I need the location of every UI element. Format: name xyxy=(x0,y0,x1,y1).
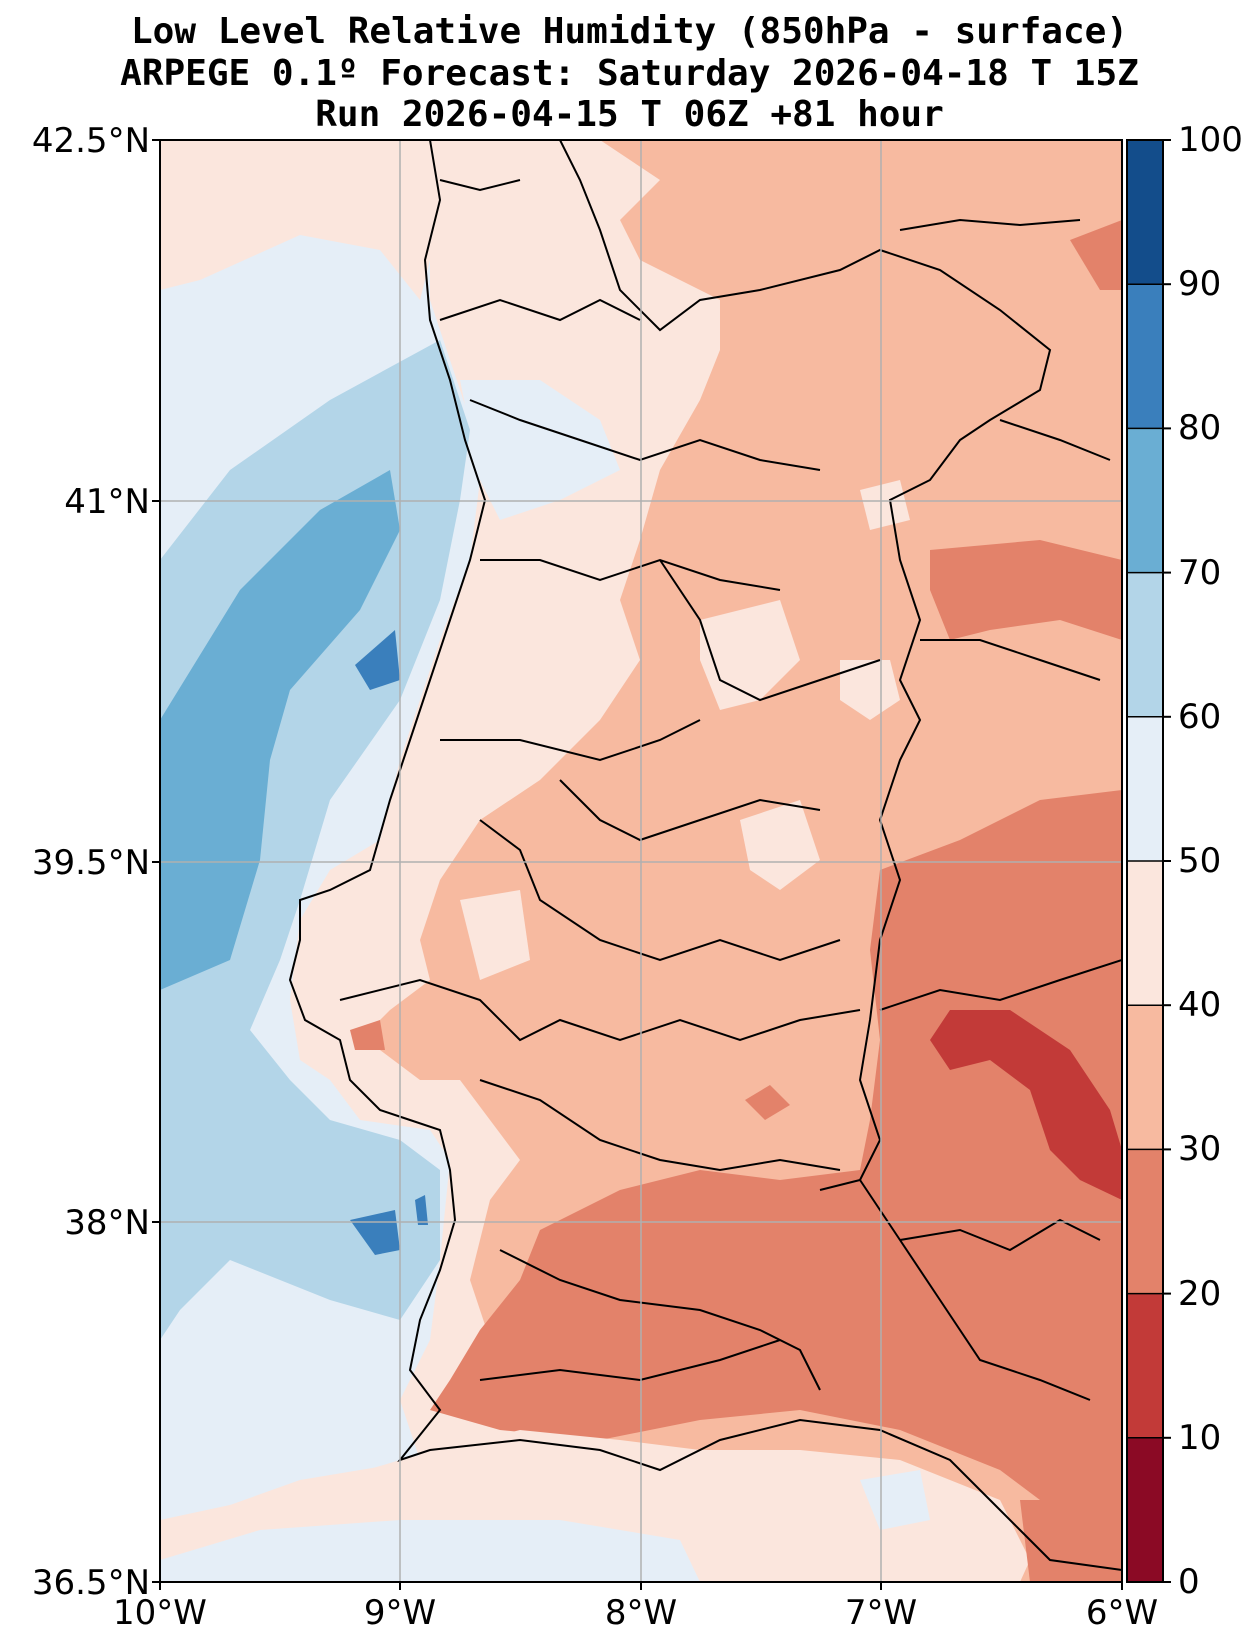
colorbar-band xyxy=(1127,572,1163,718)
colorbar-tick-label: 0 xyxy=(1178,1562,1200,1602)
colorbar-band xyxy=(1127,861,1163,1006)
colorbar-band xyxy=(1127,1149,1163,1295)
lon-label: 8°W xyxy=(604,1593,678,1633)
border-1 xyxy=(439,179,521,192)
colorbar-frame xyxy=(1126,139,1164,1583)
band-20-30-se xyxy=(1020,1500,1122,1582)
colorbar-tick-label: 100 xyxy=(1178,120,1243,160)
border-15 xyxy=(899,1218,1101,1252)
border-8 xyxy=(479,819,841,962)
border-7 xyxy=(559,779,821,842)
coastline-and-borders xyxy=(288,140,1122,1571)
border-9 xyxy=(339,978,861,1042)
lat-label: 42.5°N xyxy=(31,121,150,161)
colorbar-band xyxy=(1127,1293,1163,1439)
lat-label: 38°N xyxy=(64,1203,150,1243)
spain-portugal-border xyxy=(559,140,1052,1191)
band-80-90-patch-1 xyxy=(355,630,400,690)
border-12 xyxy=(859,1179,1091,1401)
colorbar-band xyxy=(1127,284,1163,429)
band-50-60-south xyxy=(160,1520,700,1582)
band-20-30-patch-b xyxy=(350,1020,385,1050)
band-40-50-patch-b xyxy=(840,660,900,720)
band-40-50-patch-e xyxy=(860,480,910,530)
colorbar-band xyxy=(1127,140,1163,285)
colorbar-tick-label: 70 xyxy=(1178,552,1222,593)
lat-label: 39.5°N xyxy=(31,843,150,883)
band-20-30-east-1 xyxy=(930,540,1122,640)
border-11 xyxy=(879,959,1122,1011)
lon-label: 10°W xyxy=(113,1593,207,1633)
band-10-20 xyxy=(930,1010,1122,1200)
band-50-60-porto xyxy=(460,380,620,520)
border-14 xyxy=(479,1339,781,1382)
lon-label: 6°W xyxy=(1085,1593,1159,1633)
border-5 xyxy=(659,559,881,702)
colorbar-band xyxy=(1127,1437,1163,1583)
lat-label: 36.5°N xyxy=(31,1563,150,1603)
colorbar-tick-label: 90 xyxy=(1178,264,1222,305)
band-50-60-patch-south xyxy=(860,1470,930,1530)
colorbar-tick-label: 40 xyxy=(1178,985,1222,1026)
border-13 xyxy=(499,1249,821,1391)
border-3 xyxy=(469,399,821,471)
band-40-50-patch-d xyxy=(460,890,530,980)
band-60-70 xyxy=(160,340,470,1340)
band-70-80 xyxy=(160,470,400,990)
axis-ticks xyxy=(152,139,1123,1590)
colorbar-tick-label: 30 xyxy=(1178,1129,1222,1170)
band-20-30 xyxy=(430,790,1122,1520)
band-80-90-patch-3 xyxy=(415,1195,428,1225)
colorbar-tick-label: 80 xyxy=(1178,408,1222,449)
colorbar-tick-label: 10 xyxy=(1178,1417,1222,1458)
band-40-50-patch-c xyxy=(740,800,820,890)
colorbar-band xyxy=(1127,716,1163,862)
border-4 xyxy=(480,558,781,591)
title-line-1: Low Level Relative Humidity (850hPa - su… xyxy=(131,11,1128,52)
gridlines xyxy=(160,140,1122,1582)
lon-label: 7°W xyxy=(844,1593,918,1633)
portugal-coastline xyxy=(288,140,1122,1571)
colorbar-tick-label: 50 xyxy=(1178,841,1222,881)
border-18 xyxy=(899,218,1081,231)
band-20-30-patch-a xyxy=(745,1085,790,1120)
colorbar-tick-label: 20 xyxy=(1178,1273,1222,1314)
title-line-3: Run 2026-04-15 T 06Z +81 hour xyxy=(315,94,944,135)
colorbar xyxy=(1126,139,1171,1583)
band-40-50-nw xyxy=(160,140,300,240)
lat-label: 41°N xyxy=(64,482,150,522)
border-10 xyxy=(479,1079,841,1172)
lon-label: 9°W xyxy=(363,1593,437,1633)
border-17 xyxy=(999,419,1111,461)
band-20-30-ne xyxy=(1070,220,1122,290)
border-2 xyxy=(439,298,641,322)
border-6 xyxy=(440,719,701,762)
title-line-2: ARPEGE 0.1º Forecast: Saturday 2026-04-1… xyxy=(120,53,1139,94)
border-16 xyxy=(920,639,1101,681)
colorbar-band xyxy=(1127,1005,1163,1150)
colorbar-tick-label: 60 xyxy=(1178,696,1222,737)
colorbar-band xyxy=(1127,428,1163,574)
